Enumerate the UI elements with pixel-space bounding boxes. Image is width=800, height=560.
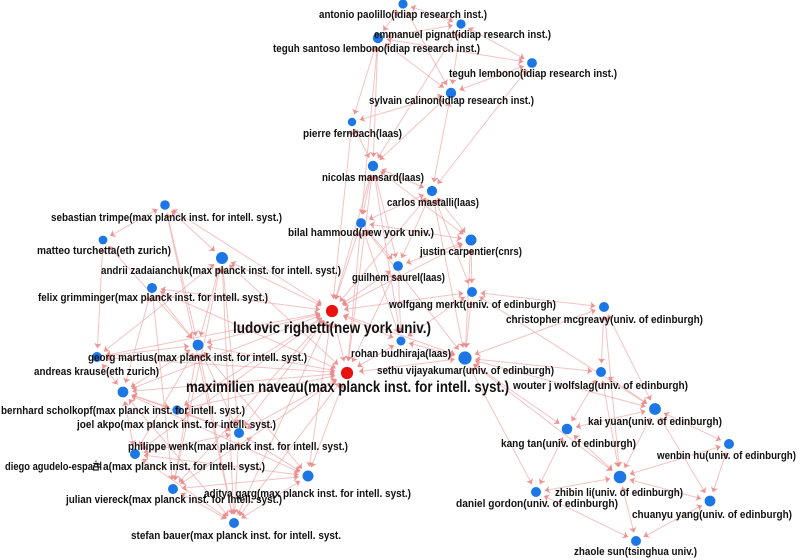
svg-text:a(max planck inst. for intell.: a(max planck inst. for intell. syst.) bbox=[103, 461, 265, 473]
svg-text:pierre fernbach(laas): pierre fernbach(laas) bbox=[303, 128, 402, 140]
svg-text:kang tan(univ. of edinburgh): kang tan(univ. of edinburgh) bbox=[501, 438, 636, 450]
svg-text:rohan budhiraja(laas): rohan budhiraja(laas) bbox=[351, 348, 451, 360]
svg-text:nicolas mansard(laas): nicolas mansard(laas) bbox=[322, 172, 424, 184]
svg-text:teguh santoso lembono(idiap re: teguh santoso lembono(idiap research ins… bbox=[273, 43, 480, 55]
svg-text:christopher mcgreavy(univ. of: christopher mcgreavy(univ. of edinburgh) bbox=[506, 314, 703, 326]
svg-text:sethu vijayakumar(univ. of edi: sethu vijayakumar(univ. of edinburgh) bbox=[377, 365, 554, 377]
svg-text:antonio paolillo(idiap researc: antonio paolillo(idiap research inst.) bbox=[319, 9, 487, 21]
svg-text:sebastian trimpe(max planck in: sebastian trimpe(max planck inst. for in… bbox=[51, 212, 282, 224]
svg-text:kai yuan(univ. of edinburgh): kai yuan(univ. of edinburgh) bbox=[588, 416, 722, 428]
svg-text:maximilien naveau(max planck i: maximilien naveau(max planck inst. for i… bbox=[186, 379, 509, 396]
svg-text:philippe wenk(max planck inst.: philippe wenk(max planck inst. for intel… bbox=[128, 441, 348, 453]
svg-text:joel akpo(max planck inst. for: joel akpo(max planck inst. for intell. s… bbox=[76, 419, 276, 431]
svg-text:matteo turchetta(eth zurich): matteo turchetta(eth zurich) bbox=[37, 245, 171, 257]
svg-text:daniel gordon(univ. of edinbur: daniel gordon(univ. of edinburgh) bbox=[456, 498, 618, 510]
svg-text:georg martius(max planck inst.: georg martius(max planck inst. for intel… bbox=[88, 352, 307, 364]
svg-text:julian viereck(max planck inst: julian viereck(max planck inst. for inte… bbox=[65, 494, 282, 506]
svg-text:teguh lembono(idiap research i: teguh lembono(idiap research inst.) bbox=[449, 68, 617, 80]
svg-text:wenbin hu(univ. of edinburgh): wenbin hu(univ. of edinburgh) bbox=[656, 450, 796, 462]
svg-text:chuanyu yang(univ. of edinburg: chuanyu yang(univ. of edinburgh) bbox=[632, 509, 792, 521]
svg-text:wouter j wolfslag(univ. of edi: wouter j wolfslag(univ. of edinburgh) bbox=[512, 380, 688, 392]
svg-text:bernhard scholkopf(max planck: bernhard scholkopf(max planck inst. for … bbox=[1, 405, 245, 417]
svg-text:justin carpentier(cnrs): justin carpentier(cnrs) bbox=[419, 246, 522, 258]
svg-text:diego agudelo-espa: diego agudelo-espa bbox=[5, 461, 94, 473]
svg-text:zhaole sun(tsinghua univ.): zhaole sun(tsinghua univ.) bbox=[574, 546, 697, 558]
svg-text:felix grimminger(max planck in: felix grimminger(max planck inst. for in… bbox=[38, 292, 268, 304]
svg-text:andreas krause(eth zurich): andreas krause(eth zurich) bbox=[34, 366, 159, 378]
svg-text:emmanuel pignat(idiap research: emmanuel pignat(idiap research inst.) bbox=[374, 29, 551, 41]
svg-text:sylvain calinon(idiap research: sylvain calinon(idiap research inst.) bbox=[369, 95, 534, 107]
svg-text:bilal hammoud(new york univ.): bilal hammoud(new york univ.) bbox=[288, 227, 434, 239]
svg-text:stefan bauer(max planck inst.: stefan bauer(max planck inst. for intell… bbox=[131, 530, 341, 542]
svg-text:guilhem saurel(laas): guilhem saurel(laas) bbox=[352, 272, 445, 284]
svg-text:ludovic righetti(new york univ: ludovic righetti(new york univ.) bbox=[233, 320, 431, 337]
svg-text:wolfgang merkt(univ. of edinbu: wolfgang merkt(univ. of edinburgh) bbox=[388, 299, 556, 311]
svg-text:carlos mastalli(laas): carlos mastalli(laas) bbox=[387, 197, 479, 209]
svg-text:aditya garg(max planck inst. f: aditya garg(max planck inst. for intell.… bbox=[204, 488, 411, 500]
svg-text:zhibin li(univ. of edinburgh): zhibin li(univ. of edinburgh) bbox=[555, 487, 683, 499]
svg-text:andrii zadaianchuk(max planck: andrii zadaianchuk(max planck inst. for … bbox=[101, 265, 341, 277]
